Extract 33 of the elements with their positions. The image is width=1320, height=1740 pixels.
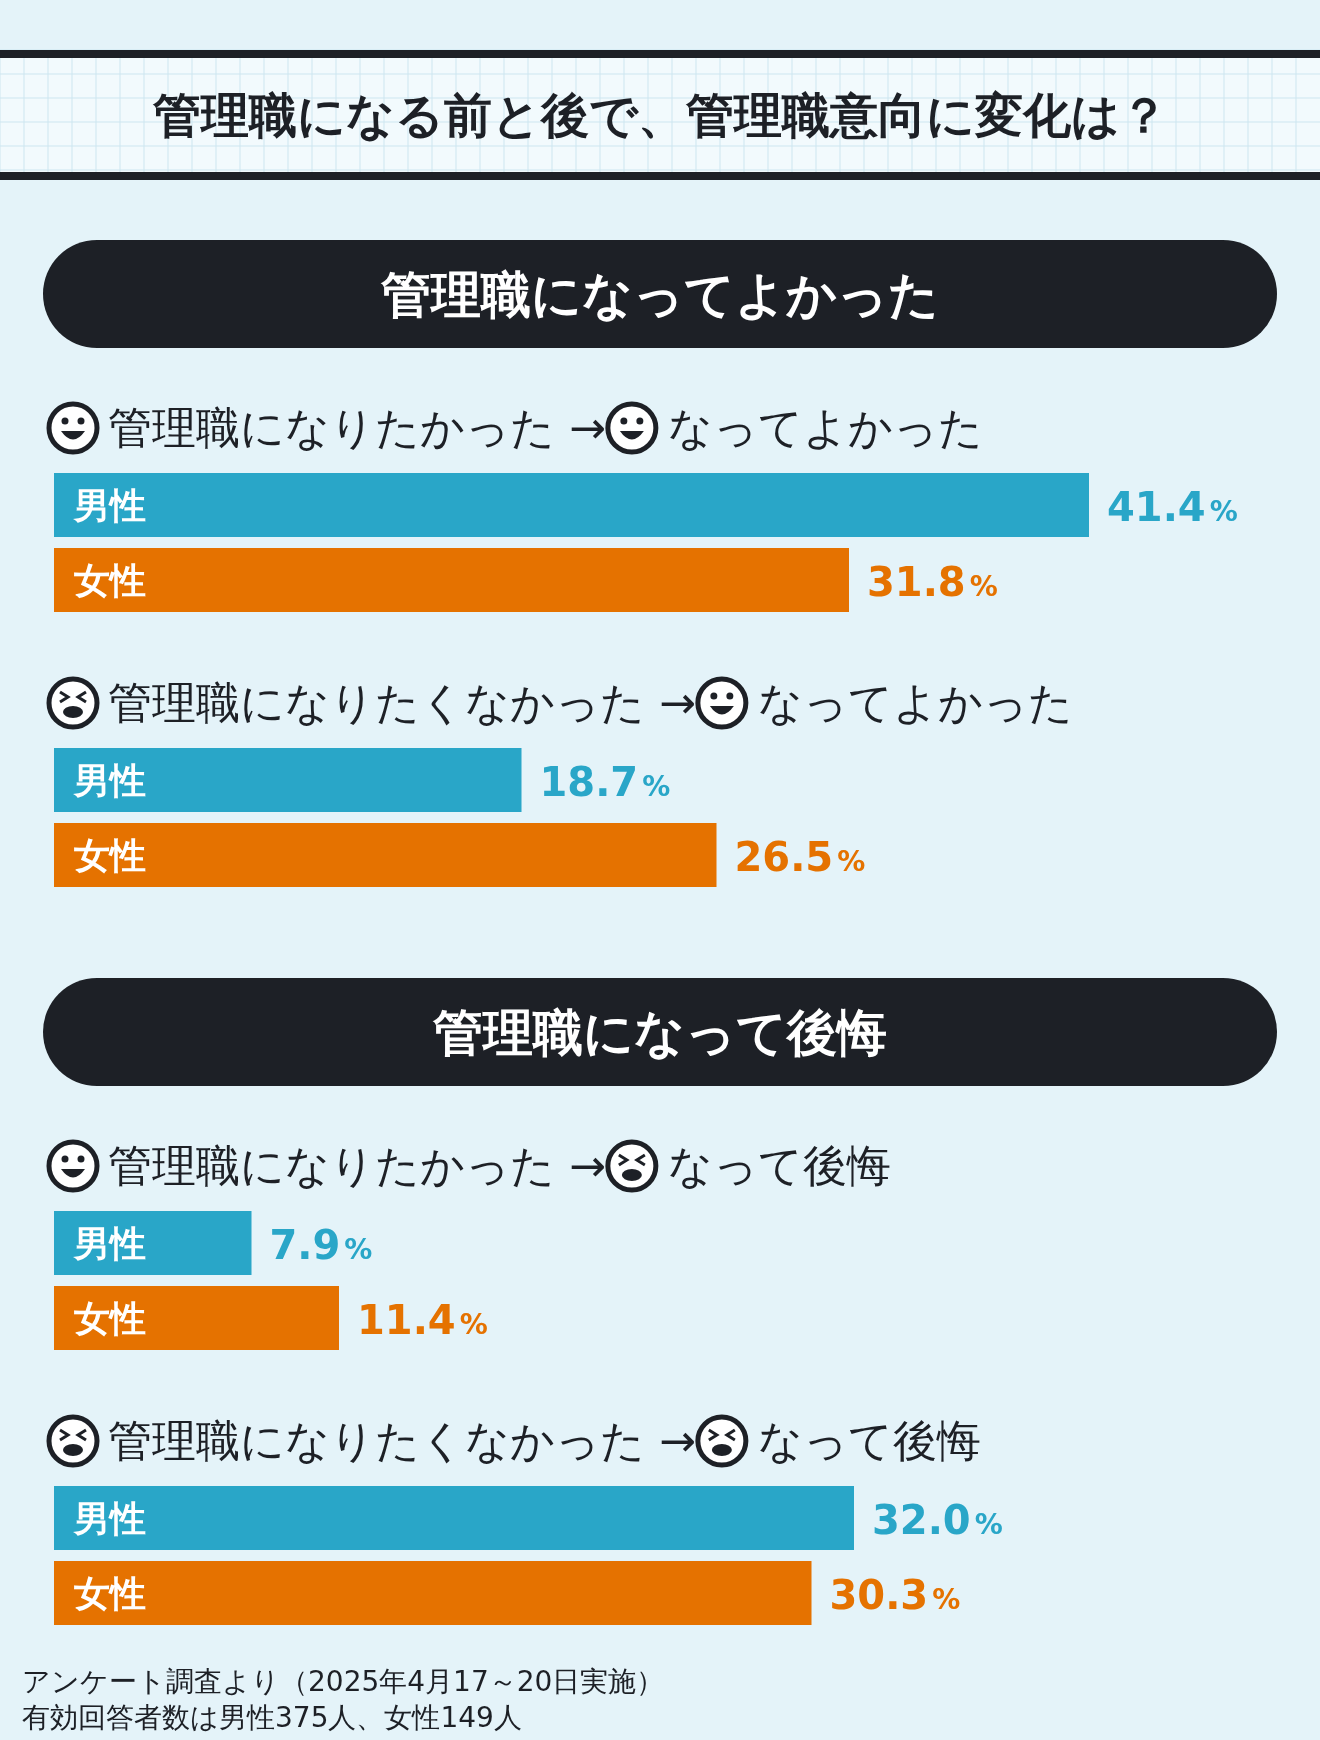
data-label: 32.0% [872,1497,1003,1543]
bar [54,548,849,612]
series-label: 男性 [73,485,146,526]
bar [54,823,717,887]
bar [54,1486,854,1550]
category-label: 管理職になりたかった → なって後悔 [108,1140,891,1191]
data-label: 7.9% [269,1222,373,1268]
bar [54,1286,339,1350]
text: 管理職になる前と後で、管理職意向に変化は？ [151,87,1168,143]
chart-title: 管理職になってよかった [380,266,939,324]
text: 男性 [74,1498,146,1539]
chart-title: 管理職になって後悔 [432,1004,887,1062]
data-label: 11.4% [357,1297,488,1343]
category-label: 管理職になりたくなかった → なってよかった [108,677,1073,728]
category-label: 管理職になりたくなかった → なって後悔 [108,1415,981,1466]
data-label: 41.4% [1107,484,1238,530]
series-label: 女性 [74,560,146,601]
bar [54,1561,812,1625]
series-label: 男性 [73,1223,146,1264]
bar [54,1211,252,1275]
series-label: 女性 [74,1298,146,1339]
bar [54,748,522,812]
text: 女性 [74,1573,146,1614]
text: 有効回答者数は男性375人、女性149人 [22,1701,522,1734]
bar [54,473,1089,537]
annotation: アンケート調査より（2025年4月17～20日実施） [22,1665,665,1698]
text: 男性 [74,760,146,801]
data-label: 26.5% [734,834,866,880]
category-label: 管理職になりたかった → なってよかった [108,402,983,453]
data-label: 30.3% [829,1572,961,1618]
data-label: 31.8% [867,559,998,605]
text: 女性 [74,835,146,876]
data-label: 18.7% [539,759,671,805]
